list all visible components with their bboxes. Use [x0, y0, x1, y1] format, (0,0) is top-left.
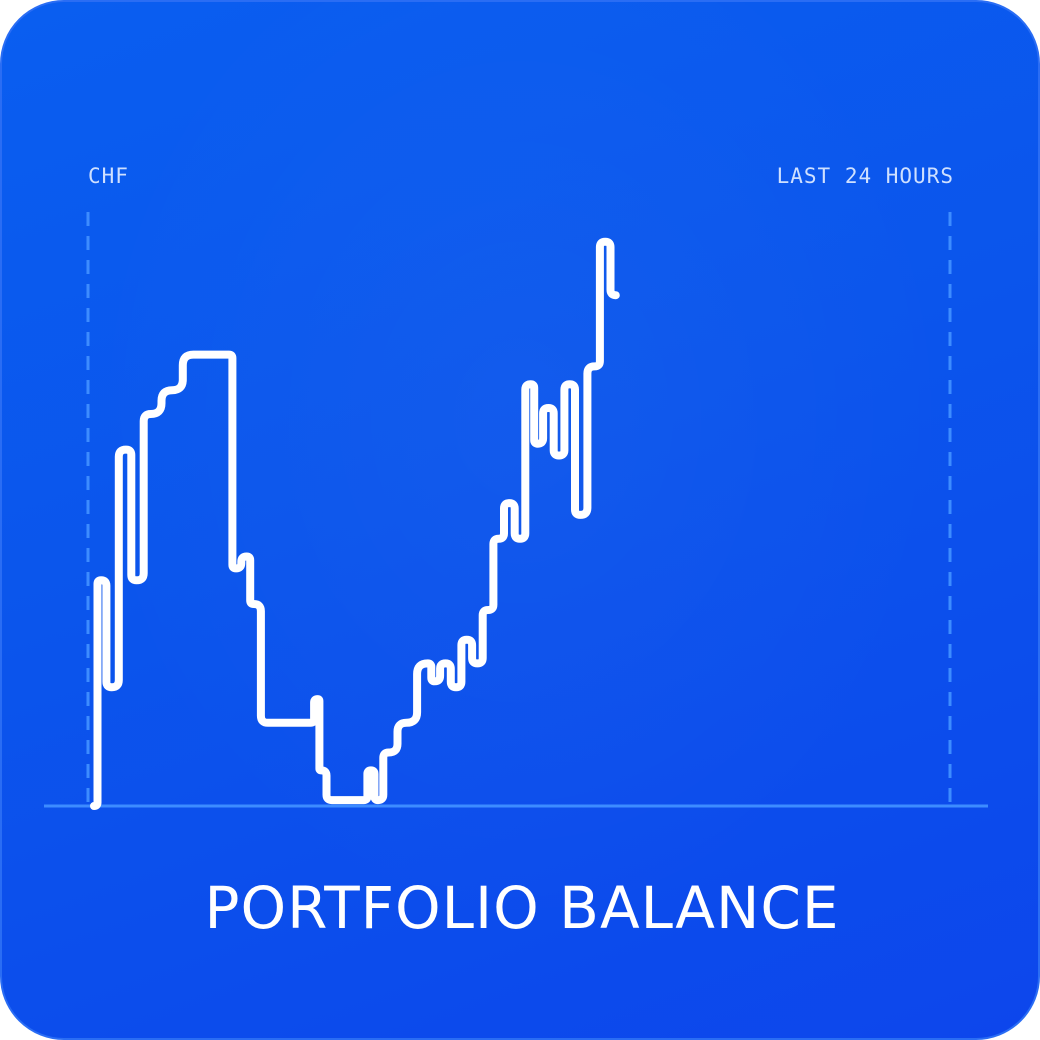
data-points: [92, 240, 618, 808]
data-point-34: [546, 406, 550, 410]
data-point-32: [529, 382, 533, 386]
data-point-29: [497, 537, 501, 541]
time-range-label: LAST 24 HOURS: [777, 164, 954, 188]
data-point-2: [110, 685, 114, 689]
data-point-38: [593, 364, 597, 368]
data-point-35: [557, 454, 561, 458]
data-point-3: [124, 448, 128, 452]
data-point-26: [465, 638, 469, 642]
data-point-21: [404, 721, 408, 725]
data-point-4: [135, 578, 139, 582]
data-point-27: [475, 661, 479, 665]
data-point-39: [603, 240, 607, 244]
data-point-18: [369, 768, 373, 772]
data-point-31: [518, 537, 522, 541]
data-point-17: [362, 798, 366, 802]
data-point-10: [245, 555, 249, 559]
data-point-40: [614, 293, 618, 297]
data-point-16: [330, 798, 334, 802]
data-point-22: [426, 661, 430, 665]
data-point-28: [486, 608, 490, 612]
data-point-5: [149, 412, 153, 416]
data-point-30: [507, 501, 511, 505]
data-point-0: [92, 804, 96, 808]
data-point-12: [266, 721, 270, 725]
currency-label: CHF: [88, 164, 129, 188]
data-point-14: [316, 697, 320, 701]
data-point-7: [191, 353, 195, 357]
data-point-19: [376, 798, 380, 802]
chart-title: PORTFOLIO BALANCE: [204, 874, 840, 942]
balance-line: [90, 237, 620, 810]
data-point-8: [227, 353, 231, 357]
data-point-36: [568, 382, 572, 386]
data-point-13: [309, 721, 313, 725]
data-point-6: [170, 388, 174, 392]
data-point-1: [99, 578, 103, 582]
data-point-11: [252, 602, 256, 606]
data-point-15: [319, 768, 323, 772]
data-point-9: [234, 566, 238, 570]
data-point-25: [454, 685, 458, 689]
data-point-33: [536, 442, 540, 446]
data-point-20: [387, 751, 391, 755]
data-point-24: [444, 661, 448, 665]
data-point-23: [433, 679, 437, 683]
data-point-37: [578, 513, 582, 517]
